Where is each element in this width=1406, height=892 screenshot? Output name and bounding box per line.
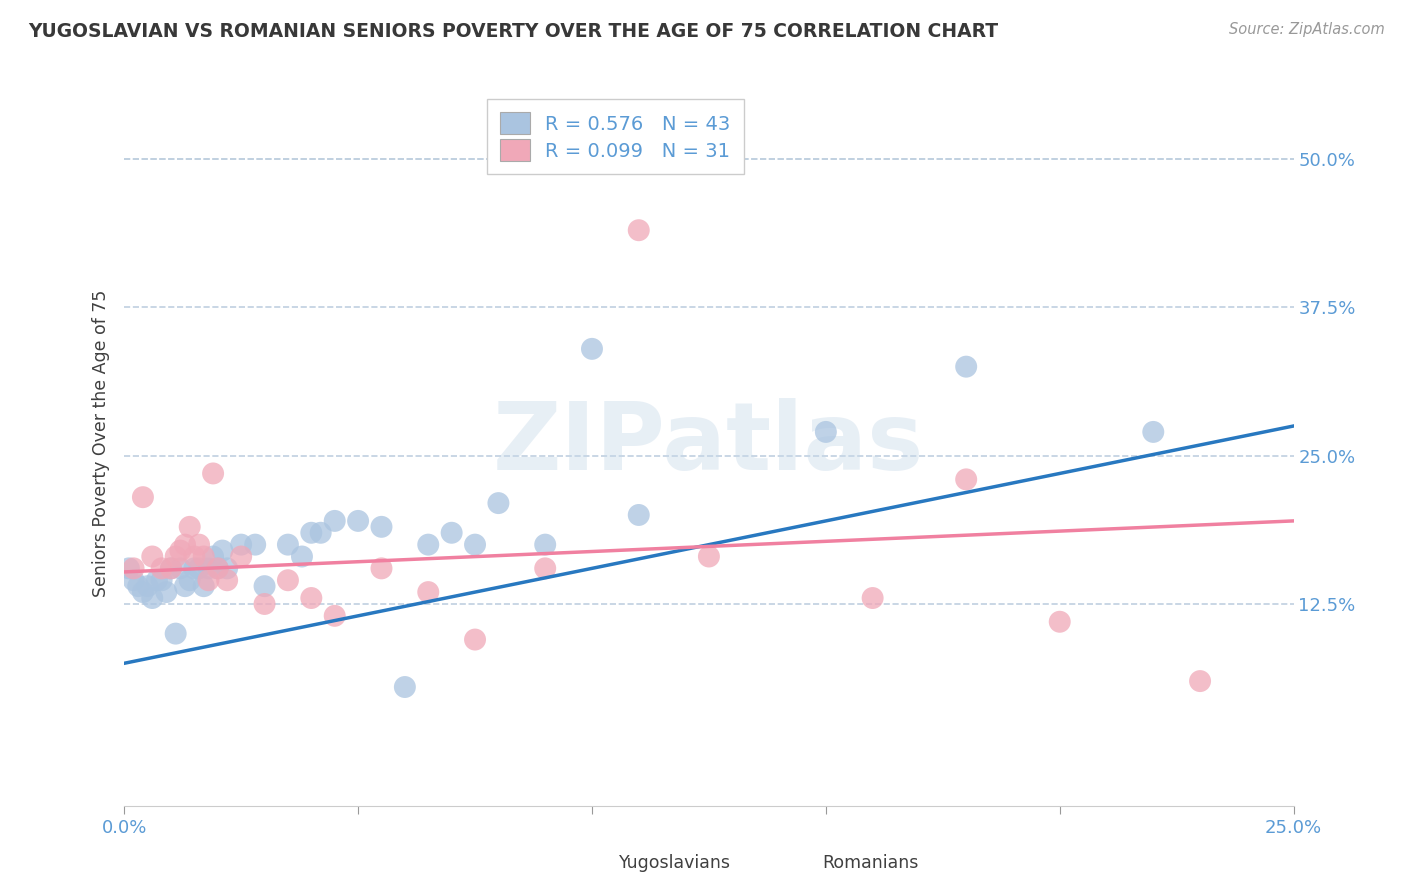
Point [179,520,201,534]
Point [136,579,159,593]
Point [1142,425,1164,439]
Point [277,573,299,587]
Point [141,591,163,605]
Point [179,573,201,587]
Point [197,561,219,575]
Point [1049,615,1071,629]
Point [291,549,314,564]
Point [150,573,173,587]
Point [202,549,225,564]
Point [253,597,276,611]
Point [464,632,486,647]
Point [174,538,197,552]
Point [193,579,215,593]
Point [217,573,239,587]
Point [245,538,267,552]
Point [253,579,276,593]
Point [323,514,346,528]
Point [141,549,163,564]
Text: ZIPatlas: ZIPatlas [494,398,925,490]
Point [211,543,233,558]
Point [464,538,486,552]
Point [231,549,253,564]
Point [122,561,145,575]
Point [174,579,197,593]
Point [1189,674,1212,689]
Point [534,538,557,552]
Point [132,490,155,504]
Point [188,561,211,575]
Point [183,549,205,564]
Point [155,585,177,599]
Text: YUGOSLAVIAN VS ROMANIAN SENIORS POVERTY OVER THE AGE OF 75 CORRELATION CHART: YUGOSLAVIAN VS ROMANIAN SENIORS POVERTY … [28,22,998,41]
Point [217,561,239,575]
Point [370,561,392,575]
Point [697,549,720,564]
Point [418,585,440,599]
Point [955,472,977,486]
Point [183,561,205,575]
Point [231,538,253,552]
Point [122,573,145,587]
Point [132,585,155,599]
Point [188,538,211,552]
Point [160,561,183,575]
Point [814,425,837,439]
Point [118,561,141,575]
Point [165,549,187,564]
Text: Source: ZipAtlas.com: Source: ZipAtlas.com [1229,22,1385,37]
Point [150,561,173,575]
Text: Yugoslavians: Yugoslavians [619,855,731,872]
Point [277,538,299,552]
Point [165,626,187,640]
Point [299,525,322,540]
Point [955,359,977,374]
Point [323,608,346,623]
Point [440,525,463,540]
Point [160,561,183,575]
Point [299,591,322,605]
Point [534,561,557,575]
Point [207,561,229,575]
Point [627,223,650,237]
Y-axis label: Seniors Poverty Over the Age of 75: Seniors Poverty Over the Age of 75 [93,290,110,598]
Point [627,508,650,522]
Point [197,573,219,587]
Legend: R = 0.576   N = 43, R = 0.099   N = 31: R = 0.576 N = 43, R = 0.099 N = 31 [486,99,744,174]
Point [169,561,191,575]
Point [207,561,229,575]
Point [581,342,603,356]
Point [169,543,191,558]
Point [193,549,215,564]
Point [486,496,509,510]
Point [127,579,149,593]
Point [370,520,392,534]
Point [309,525,332,540]
Text: Romanians: Romanians [823,855,920,872]
Point [862,591,884,605]
Point [146,573,169,587]
Point [394,680,416,694]
Point [202,467,225,481]
Point [418,538,440,552]
Point [347,514,370,528]
